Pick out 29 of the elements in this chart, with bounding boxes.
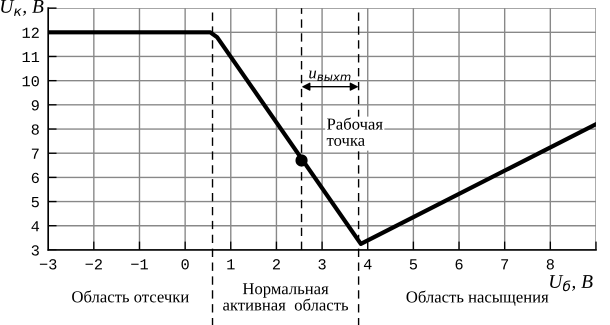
annotation: u$_{выхm}$ xyxy=(309,70,350,82)
text: Область отсечки xyxy=(72,290,189,302)
x-tick-label: 6 xyxy=(456,259,463,270)
x-tick-label: 1 xyxy=(227,259,235,270)
y-tick-label: 3 xyxy=(32,245,39,256)
y-tick-label: 9 xyxy=(32,100,39,111)
y-tick-label: 10 xyxy=(22,76,39,86)
y-tick-label: 11 xyxy=(22,52,40,62)
x-tick-label: 0 xyxy=(181,259,189,270)
y-axis-title: U$_{к}$, В xyxy=(1,0,44,16)
x-tick-label: 5 xyxy=(410,259,417,270)
y-tick-label: 8 xyxy=(32,124,39,135)
y-tick-label: 7 xyxy=(32,148,39,159)
text: Нормальная активная область xyxy=(223,283,348,311)
x-tick-label: −3 xyxy=(40,259,56,270)
x-tick-label: 8 xyxy=(546,259,554,270)
annotation: Рабочая точка xyxy=(326,118,383,146)
y-tick-label: 5 xyxy=(32,197,39,208)
x-tick-label: 4 xyxy=(364,259,372,270)
y-tick-label: 6 xyxy=(32,172,39,184)
x-axis-title: U$_{б}$, В xyxy=(550,275,593,292)
x-tick-label: 3 xyxy=(318,259,326,270)
y-tick-label: 4 xyxy=(31,221,40,232)
text: Область насыщения xyxy=(406,290,548,306)
x-tick-label: −2 xyxy=(86,259,102,270)
x-tick-label: −1 xyxy=(131,259,148,270)
y-tick-label: 12 xyxy=(22,28,39,38)
x-tick-label: 2 xyxy=(272,259,280,270)
x-tick-label: 7 xyxy=(501,259,508,270)
